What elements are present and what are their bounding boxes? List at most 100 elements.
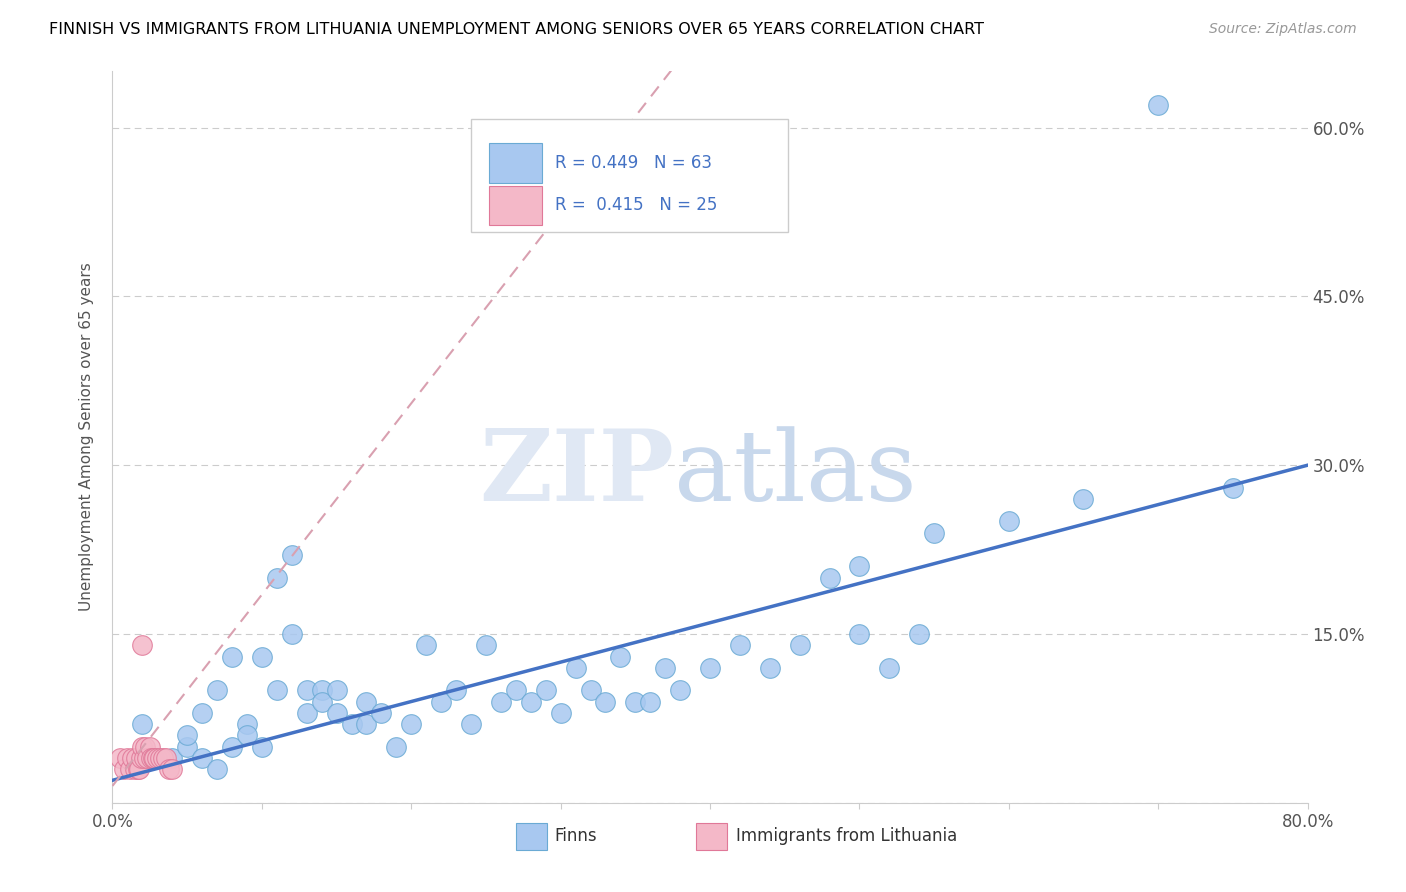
Point (134, 739, 156, 754)
Point (356, 717, 378, 731)
Point (640, 694, 662, 708)
FancyBboxPatch shape (516, 823, 547, 849)
Point (162, 751, 183, 765)
Point (325, 683, 347, 698)
Point (221, 649, 243, 664)
Point (128, 762, 150, 776)
Point (415, 638, 437, 652)
Point (505, 683, 527, 698)
Point (998, 515, 1021, 529)
Point (162, 762, 183, 776)
Point (125, 751, 148, 765)
Point (266, 571, 288, 585)
Point (1222, 481, 1244, 495)
Point (534, 683, 557, 698)
Point (595, 694, 617, 708)
FancyBboxPatch shape (489, 186, 541, 225)
Point (205, 683, 228, 698)
Point (132, 751, 155, 765)
Y-axis label: Unemployment Among Seniors over 65 years: Unemployment Among Seniors over 65 years (79, 263, 94, 611)
Point (205, 762, 228, 776)
Point (135, 751, 157, 765)
Point (879, 661, 901, 675)
Point (129, 751, 152, 765)
Point (108, 751, 131, 765)
Point (295, 683, 318, 698)
Point (281, 548, 304, 562)
Point (146, 751, 169, 765)
Point (131, 638, 153, 652)
Point (143, 751, 166, 765)
Point (475, 638, 498, 652)
Point (654, 661, 676, 675)
Point (250, 649, 273, 664)
Point (281, 627, 304, 641)
Point (789, 638, 811, 652)
Text: Source: ZipAtlas.com: Source: ZipAtlas.com (1209, 22, 1357, 37)
Point (146, 751, 169, 765)
Point (127, 762, 149, 776)
Point (460, 717, 482, 731)
Point (176, 728, 198, 742)
Point (430, 694, 453, 708)
Point (579, 683, 602, 698)
Point (142, 751, 165, 765)
Point (131, 739, 153, 754)
Point (699, 661, 721, 675)
Point (311, 694, 333, 708)
Point (236, 728, 259, 742)
Point (908, 627, 931, 641)
Point (624, 694, 647, 708)
Point (444, 683, 467, 698)
Point (325, 706, 347, 720)
Point (922, 525, 945, 540)
Text: FINNISH VS IMMIGRANTS FROM LITHUANIA UNEMPLOYMENT AMONG SENIORS OVER 65 YEARS CO: FINNISH VS IMMIGRANTS FROM LITHUANIA UNE… (49, 22, 984, 37)
Text: Finns: Finns (554, 828, 598, 846)
Point (176, 739, 198, 754)
Point (121, 751, 143, 765)
Point (550, 706, 572, 720)
Text: R =  0.415   N = 25: R = 0.415 N = 25 (554, 196, 717, 214)
Point (520, 694, 543, 708)
Point (149, 751, 172, 765)
Point (564, 661, 586, 675)
Point (848, 627, 870, 641)
Text: R = 0.449   N = 63: R = 0.449 N = 63 (554, 153, 711, 172)
Point (669, 683, 692, 698)
Point (124, 762, 146, 776)
Point (120, 762, 142, 776)
Point (236, 717, 259, 731)
Point (385, 739, 408, 754)
Point (117, 751, 139, 765)
Point (401, 717, 423, 731)
FancyBboxPatch shape (696, 823, 727, 849)
Point (139, 739, 162, 754)
Point (221, 739, 243, 754)
Point (356, 694, 378, 708)
Point (295, 706, 318, 720)
Point (114, 762, 135, 776)
Point (818, 571, 841, 585)
Point (141, 751, 163, 765)
Point (1147, 98, 1170, 112)
Point (340, 717, 363, 731)
Point (1073, 491, 1095, 506)
Point (728, 638, 751, 652)
FancyBboxPatch shape (489, 143, 541, 183)
Point (191, 706, 214, 720)
FancyBboxPatch shape (471, 119, 787, 232)
Point (157, 762, 180, 776)
Point (848, 559, 870, 574)
Text: ZIP: ZIP (479, 425, 675, 522)
Point (759, 661, 782, 675)
Point (131, 717, 153, 731)
Point (152, 751, 174, 765)
Point (609, 649, 631, 664)
Point (191, 751, 214, 765)
Point (155, 751, 177, 765)
Text: Immigrants from Lithuania: Immigrants from Lithuania (737, 828, 957, 846)
Point (370, 706, 392, 720)
Point (266, 683, 288, 698)
Point (311, 683, 333, 698)
Point (489, 694, 512, 708)
